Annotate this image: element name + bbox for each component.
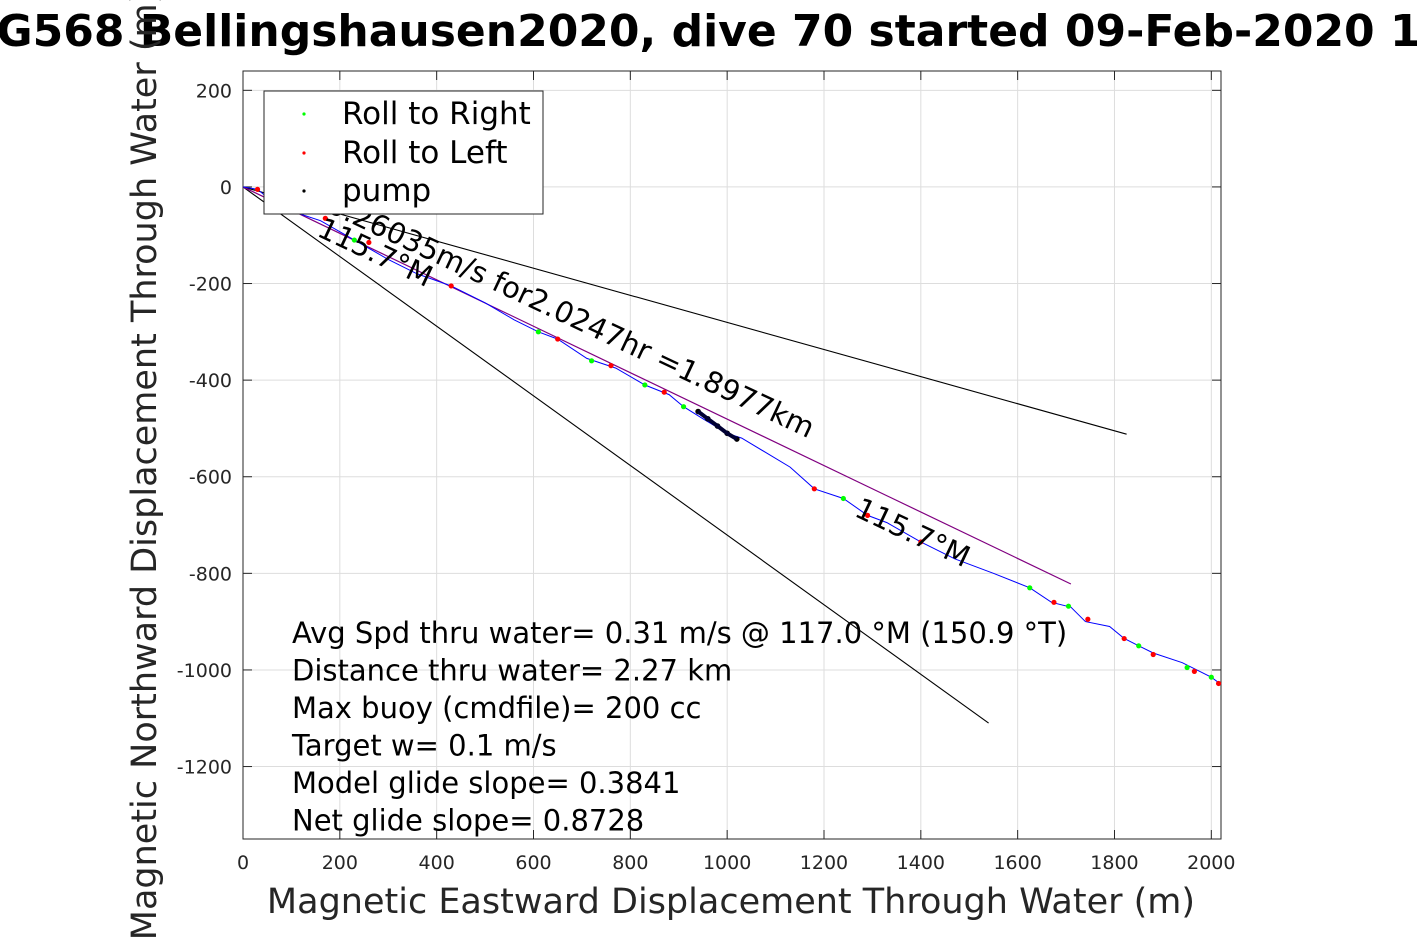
x-tick-label: 0 (237, 852, 249, 874)
summary-line: Max buoy (cmdfile)= 200 cc (292, 691, 701, 725)
legend-box (263, 90, 544, 215)
reference-line (242, 186, 989, 724)
roll-right-point (1065, 603, 1072, 609)
legend-marker-roll-left (302, 151, 306, 155)
chart-title: SG568 Bellingshausen2020, dive 70 starte… (0, 6, 1417, 57)
summary-line: Model glide slope= 0.3841 (292, 766, 680, 800)
y-tick-label: -800 (189, 563, 232, 585)
x-tick-label: 400 (419, 852, 455, 874)
roll-left-point (1191, 668, 1197, 674)
plot-area (242, 70, 1222, 840)
roll-right-point (642, 382, 648, 388)
x-tick-label: 2000 (1187, 852, 1235, 874)
legend: Roll to Right Roll to Left pump (263, 90, 544, 215)
roll-left-point (448, 283, 454, 289)
y-axis-ticks: 200 0 -200 -400 -600 -800 -1000 -1200 (177, 80, 1221, 779)
roll-left-point (366, 239, 372, 246)
x-tick-label: 800 (612, 852, 648, 874)
roll-left-point (1215, 680, 1222, 687)
annotation-label: 0.26035m/s for2.0247hr =1.8977km (322, 187, 820, 445)
x-tick-label: 600 (515, 852, 551, 874)
x-tick-label: 200 (322, 852, 358, 874)
summary-line: Net glide slope= 0.8728 (292, 804, 644, 838)
x-tick-label: 1200 (800, 852, 848, 874)
y-tick-label: -400 (189, 370, 232, 392)
roll-right-point (680, 404, 687, 410)
roll-left-point (661, 389, 667, 395)
plot-series (242, 186, 1222, 724)
roll-right-point (840, 495, 846, 502)
annotation-label: 115.7°M (850, 491, 975, 574)
roll-left-point (1085, 616, 1091, 622)
roll-left-point (608, 363, 614, 369)
legend-marker-pump (302, 189, 306, 193)
y-tick-label: -600 (189, 467, 232, 489)
grid-lines (242, 71, 1221, 839)
reference-line (242, 186, 1127, 435)
roll-left-point (864, 512, 871, 518)
y-tick-label: -1200 (177, 757, 232, 779)
roll-left-point (1121, 635, 1127, 642)
x-tick-label: 1000 (703, 852, 751, 874)
y-tick-label: 0 (220, 177, 232, 199)
summary-line: Distance thru water= 2.27 km (292, 654, 732, 688)
summary-line: Target w= 0.1 m/s (291, 729, 557, 763)
roll-right-point (1027, 585, 1033, 591)
roll-left-point (1150, 651, 1156, 658)
pump-segment (696, 409, 738, 441)
roll-left-point (1051, 599, 1057, 605)
x-axis-label: Magnetic Eastward Displacement Through W… (267, 882, 1195, 922)
roll-left-point (322, 215, 328, 221)
x-tick-label: 1600 (993, 852, 1041, 874)
summary-line: Avg Spd thru water= 0.31 m/s @ 117.0 °M … (292, 616, 1067, 650)
legend-label-roll-right: Roll to Right (342, 96, 531, 132)
x-tick-label: 1800 (1090, 852, 1138, 874)
y-tick-label: -200 (189, 274, 232, 296)
track-line (242, 186, 1222, 685)
heading-line (242, 186, 1072, 585)
legend-marker-roll-right (302, 112, 306, 116)
x-tick-label: 1400 (897, 852, 945, 874)
y-axis-label: Magnetic Northward Displacement Through … (125, 0, 165, 940)
summary-text-block: Avg Spd thru water= 0.31 m/s @ 117.0 °M … (291, 616, 1067, 838)
roll-left-point (555, 336, 561, 342)
x-axis-ticks: 0 200 400 600 800 1000 1200 1400 1600 1800 2000 (237, 71, 1235, 874)
legend-label-roll-left: Roll to Left (342, 135, 508, 171)
legend-label-pump: pump (342, 173, 431, 209)
roll-right-point (1136, 643, 1142, 649)
roll-left-point (918, 539, 924, 545)
y-tick-label: -1000 (177, 660, 232, 682)
roll-right-point (1184, 664, 1190, 671)
roll-left-point (254, 186, 261, 192)
roll-right-point (1208, 674, 1214, 680)
y-tick-label: 200 (196, 80, 232, 102)
roll-right-point (588, 358, 595, 364)
roll-right-point (351, 237, 357, 243)
roll-left-point (811, 486, 817, 492)
roll-right-point (535, 329, 541, 335)
